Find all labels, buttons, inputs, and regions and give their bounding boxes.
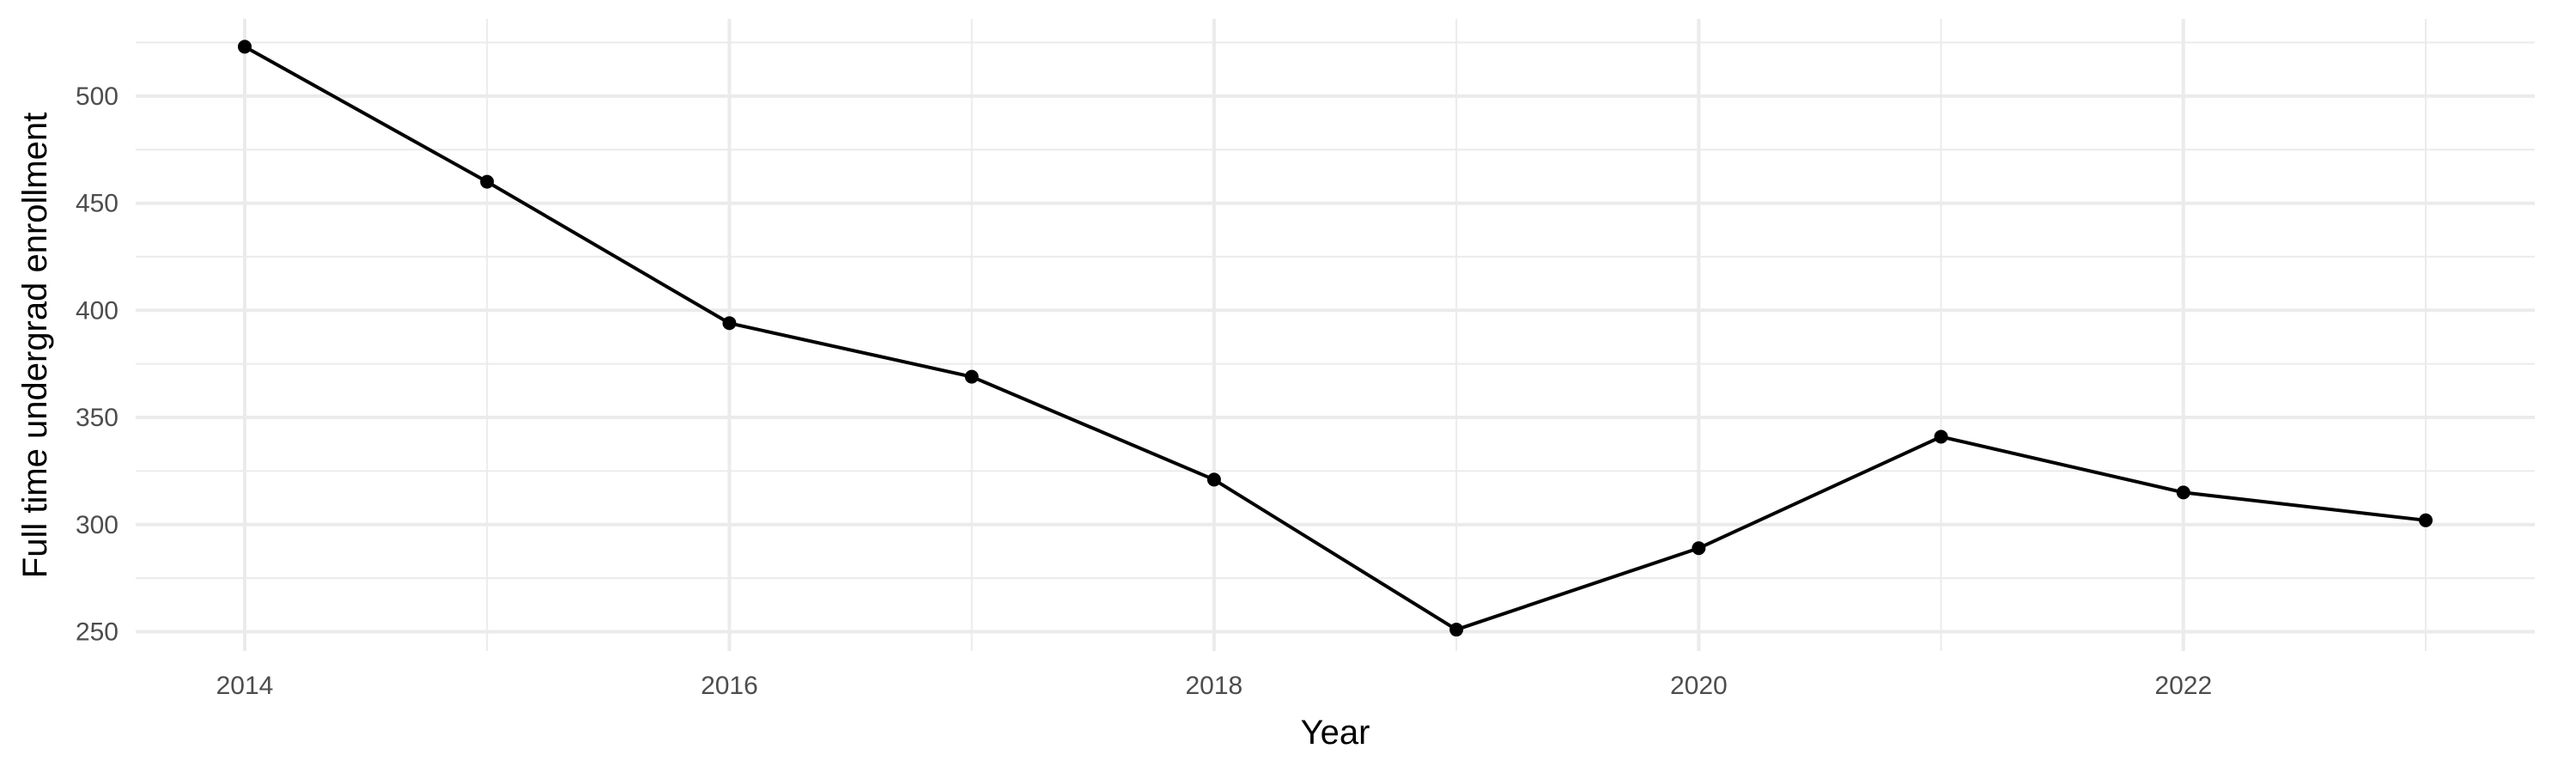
grid-lines xyxy=(136,19,2535,651)
data-point xyxy=(1692,541,1706,556)
data-point xyxy=(722,316,737,331)
data-point xyxy=(964,369,979,384)
data-point xyxy=(1934,429,1948,444)
y-tick-label: 250 xyxy=(76,618,118,647)
y-axis-title: Full time undergrad enrollment xyxy=(16,113,54,578)
x-tick-label: 2018 xyxy=(1186,672,1243,700)
y-tick-label: 400 xyxy=(76,296,118,325)
x-tick-label: 2016 xyxy=(701,672,758,700)
y-tick-label: 450 xyxy=(76,190,118,218)
y-tick-label: 300 xyxy=(76,511,118,539)
data-point xyxy=(480,174,495,189)
x-tick-label: 2020 xyxy=(1670,672,1728,700)
x-axis-ticks: 2014 2016 2018 2020 2022 xyxy=(216,672,2213,700)
data-point xyxy=(1449,623,1464,637)
y-axis-ticks: 250 300 350 400 450 500 xyxy=(76,82,118,647)
x-axis-title: Year xyxy=(1301,714,1370,752)
x-tick-label: 2014 xyxy=(216,672,274,700)
data-point xyxy=(1206,472,1221,487)
y-tick-label: 500 xyxy=(76,82,118,111)
y-tick-label: 350 xyxy=(76,404,118,432)
series-layer xyxy=(238,40,2433,637)
series-line xyxy=(244,45,2427,632)
data-point xyxy=(2176,485,2190,500)
x-tick-label: 2022 xyxy=(2154,672,2212,700)
data-point xyxy=(2419,513,2433,527)
data-point xyxy=(238,40,252,54)
